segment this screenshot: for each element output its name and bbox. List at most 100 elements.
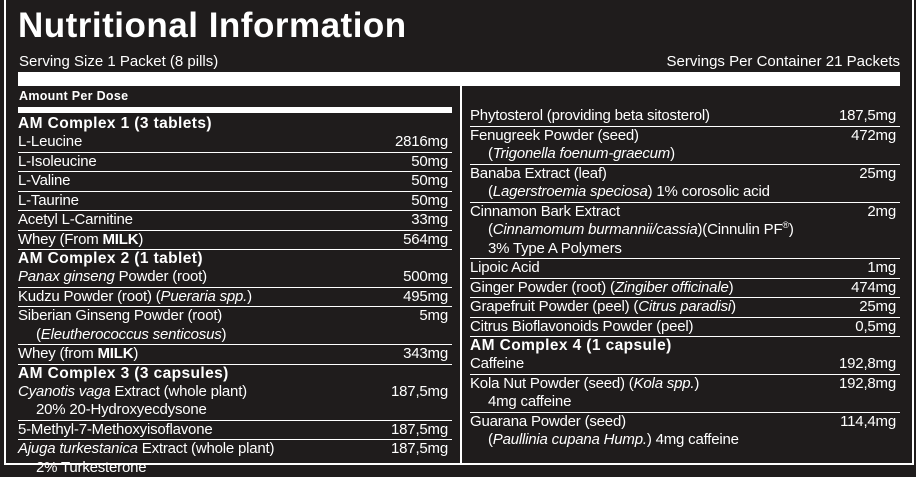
ingredient-amount: 192,8mg xyxy=(839,375,896,394)
text-segment: Citrus Bioflavonoids Powder (peel) xyxy=(470,318,693,335)
text-segment: Ginger Powder (root) ( xyxy=(470,279,615,296)
ingredient-row: Ajuga turkestanica Extract (whole plant)… xyxy=(18,440,452,477)
ingredient-amount: 33mg xyxy=(411,211,448,230)
text-segment: Panax ginseng xyxy=(18,268,115,285)
text-segment: AM Complex 4 (1 capsule) xyxy=(470,337,672,354)
section-title: AM Complex 1 (3 tablets) xyxy=(18,115,452,133)
text-segment: MILK xyxy=(97,345,133,362)
text-segment: Cinnamon Bark Extract xyxy=(470,203,620,220)
ingredient-name: Siberian Ginseng Powder (root) xyxy=(18,307,452,326)
ingredient-detail: (Eleutherococcus senticosus) xyxy=(18,326,452,345)
ingredient-detail: 4mg caffeine xyxy=(470,393,900,412)
section-heading: AM Complex 1 (3 tablets) xyxy=(18,115,452,133)
ingredient-amount: 114,4mg xyxy=(840,413,896,432)
ingredient-name: Panax ginseng Powder (root) xyxy=(18,268,452,287)
text-segment: ) xyxy=(247,288,252,305)
ingredient-name: Kudzu Powder (root) (Pueraria spp.) xyxy=(18,288,452,307)
ingredient-amount: 187,5mg xyxy=(391,383,448,402)
text-segment: Extract (whole plant) xyxy=(110,383,247,400)
ingredient-detail: 3% Type A Polymers xyxy=(470,240,900,259)
text-segment: Cinnamomum burmannii/cassia xyxy=(493,221,698,238)
ingredient-row: Grapefruit Powder (peel) (Citrus paradis… xyxy=(470,298,900,318)
text-segment: Caffeine xyxy=(470,355,524,372)
text-segment: Zingiber officinale xyxy=(615,279,729,296)
servings-per-container: Servings Per Container 21 Packets xyxy=(667,53,900,70)
text-segment: AM Complex 3 (3 capsules) xyxy=(18,365,229,382)
ingredient-row: Phytosterol (providing beta sitosterol)1… xyxy=(470,107,900,127)
page-title: Nutritional Information xyxy=(18,6,407,46)
amount-per-dose-heading: Amount Per Dose xyxy=(19,89,128,103)
ingredient-row: Cinnamon Bark Extract(Cinnamomum burmann… xyxy=(470,203,900,260)
ingredient-amount: 564mg xyxy=(403,231,448,250)
ingredient-name: L-Taurine xyxy=(18,192,452,211)
text-segment: Banaba Extract (leaf) xyxy=(470,165,607,182)
text-segment: 20% 20-Hydroxyecdysone xyxy=(36,401,207,418)
ingredient-name: Caffeine xyxy=(470,355,900,374)
text-segment: L-Valine xyxy=(18,172,70,189)
ingredient-amount: 187,5mg xyxy=(839,107,896,126)
ingredient-name: Banaba Extract (leaf) xyxy=(470,165,900,184)
ingredient-detail: 2% Turkesterone xyxy=(18,459,452,477)
ingredient-amount: 472mg xyxy=(851,127,896,146)
ingredient-name: 5-Methyl-7-Methoxyisoflavone xyxy=(18,421,452,440)
text-segment: )(Cinnulin PF xyxy=(697,221,782,238)
ingredient-amount: 343mg xyxy=(403,345,448,364)
ingredient-name: Grapefruit Powder (peel) (Citrus paradis… xyxy=(470,298,900,317)
text-segment: Fenugreek Powder (seed) xyxy=(470,127,639,144)
text-segment: ) xyxy=(789,221,794,238)
text-segment: Whey (From xyxy=(18,231,102,248)
text-segment: ) xyxy=(729,279,734,296)
text-segment: Pueraria spp. xyxy=(161,288,248,305)
ingredient-name: Kola Nut Powder (seed) (Kola spp.) xyxy=(470,375,900,394)
serving-size: Serving Size 1 Packet (8 pills) xyxy=(19,53,218,70)
ingredient-row: Kudzu Powder (root) (Pueraria spp.)495mg xyxy=(18,288,452,308)
text-segment: Citrus paradisi xyxy=(638,298,731,315)
text-segment: Kola Nut Powder (seed) ( xyxy=(470,375,634,392)
ingredient-amount: 2816mg xyxy=(395,133,448,152)
text-segment: ) xyxy=(222,326,227,343)
text-segment: Eleutherococcus senticosus xyxy=(41,326,222,343)
text-segment: AM Complex 1 (3 tablets) xyxy=(18,115,212,132)
text-segment: ) xyxy=(694,375,699,392)
section-title: AM Complex 4 (1 capsule) xyxy=(470,337,900,355)
ingredient-amount: 25mg xyxy=(859,298,896,317)
ingredient-detail: 20% 20-Hydroxyecdysone xyxy=(18,401,452,420)
ingredient-name: Guarana Powder (seed) xyxy=(470,413,900,432)
section-heading: AM Complex 2 (1 tablet) xyxy=(18,250,452,268)
text-segment: Trigonella foenum-graecum xyxy=(493,145,670,162)
ingredient-row: Whey (From MILK)564mg xyxy=(18,231,452,251)
ingredient-amount: 50mg xyxy=(411,153,448,172)
ingredient-amount: 500mg xyxy=(403,268,448,287)
text-segment: MILK xyxy=(102,231,138,248)
ingredient-row: Ginger Powder (root) (Zingiber officinal… xyxy=(470,279,900,299)
text-segment: ) 4mg caffeine xyxy=(647,431,739,448)
text-segment: ) xyxy=(670,145,675,162)
section-title: AM Complex 2 (1 tablet) xyxy=(18,250,452,268)
text-segment: Ajuga turkestanica xyxy=(18,440,138,457)
ingredient-name: L-Valine xyxy=(18,172,452,191)
ingredient-name: Ajuga turkestanica Extract (whole plant) xyxy=(18,440,452,459)
ingredient-row: Kola Nut Powder (seed) (Kola spp.)4mg ca… xyxy=(470,375,900,413)
text-segment: 3% Type A Polymers xyxy=(488,240,622,257)
text-segment: AM Complex 2 (1 tablet) xyxy=(18,250,203,267)
text-segment: Kola spp. xyxy=(634,375,695,392)
ingredient-name: Cinnamon Bark Extract xyxy=(470,203,900,222)
section-heading: AM Complex 3 (3 capsules) xyxy=(18,365,452,383)
text-segment: 4mg caffeine xyxy=(488,393,571,410)
section-title: AM Complex 3 (3 capsules) xyxy=(18,365,452,383)
right-column: Phytosterol (providing beta sitosterol)1… xyxy=(470,107,900,450)
ingredient-amount: 187,5mg xyxy=(391,440,448,459)
text-segment: Cyanotis vaga xyxy=(18,383,110,400)
ingredient-name: L-Leucine xyxy=(18,133,452,152)
ingredient-row: Siberian Ginseng Powder (root)(Eleuthero… xyxy=(18,307,452,345)
ingredient-detail: (Lagerstroemia speciosa) 1% corosolic ac… xyxy=(470,183,900,202)
column-divider xyxy=(460,86,462,465)
